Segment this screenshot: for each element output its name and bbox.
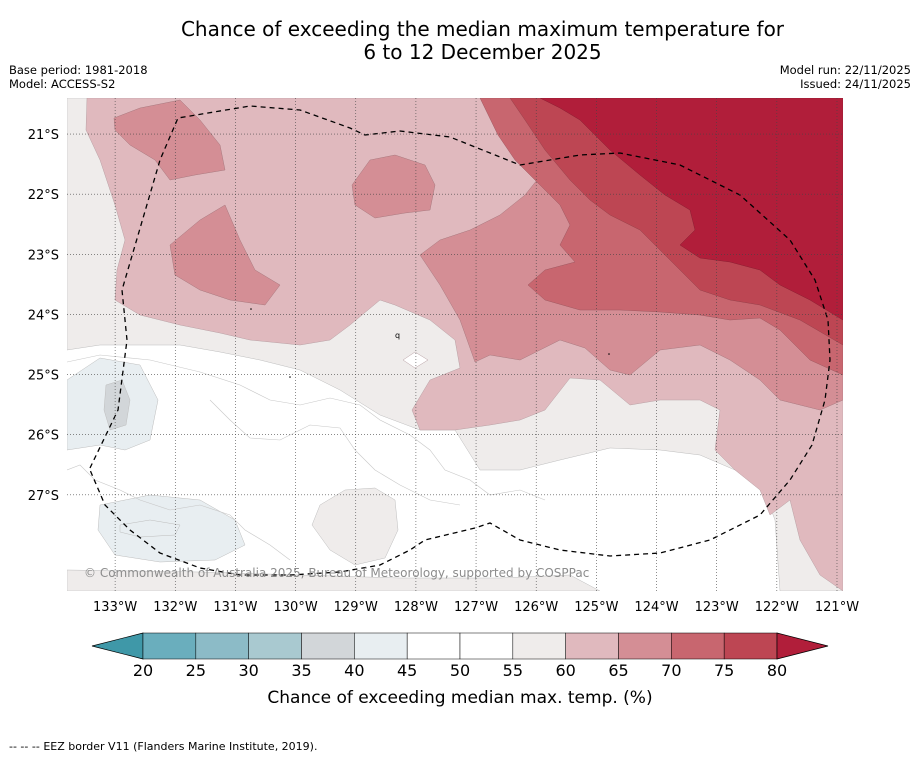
longitude-tick-label: 132°W (153, 600, 197, 615)
colorbar-tick-label: 55 (503, 661, 523, 680)
colorbar-bin (301, 632, 355, 660)
colorbar-tick-label: 75 (714, 661, 734, 680)
latitude-tick-label: 26°S (28, 429, 59, 444)
model-run-date: Model run: 22/11/2025 (779, 63, 911, 77)
colorbar-tick-label: 70 (661, 661, 681, 680)
longitude-tick-label: 121°W (815, 600, 859, 615)
longitude-tick-label: 129°W (334, 600, 378, 615)
eez-border (89, 105, 831, 576)
colorbar-title: Chance of exceeding median max. temp. (%… (267, 688, 652, 708)
longitude-tick-label: 126°W (514, 600, 558, 615)
latitude-tick-label: 23°S (28, 248, 59, 263)
colorbar-bin (512, 632, 566, 660)
colorbar-tick-label: 65 (608, 661, 628, 680)
eez-legend-text: EEZ border V11 (Flanders Marine Institut… (43, 740, 318, 753)
colorbar: 20 25 30 35 40 45 50 55 60 65 70 75 80 (91, 632, 829, 680)
eez-legend-symbol: -- -- -- (9, 740, 40, 753)
contour-55-60-bottom (67, 569, 601, 591)
longitude-tick-label: 130°W (274, 600, 318, 615)
base-info: Base period: 1981-2018 Model: ACCESS-S2 (9, 63, 148, 91)
graticule (67, 98, 843, 591)
colorbar-bin (565, 632, 619, 660)
eez-footnote: -- -- -- EEZ border V11 (Flanders Marine… (9, 740, 317, 753)
contour-40-45-small (119, 519, 181, 538)
model-name: Model: ACCESS-S2 (9, 77, 116, 91)
small-dot-3 (608, 353, 610, 355)
colorbar-tick-label: 20 (133, 661, 153, 680)
colorbar-bin (195, 632, 249, 660)
latitude-tick-label: 27°S (28, 489, 59, 504)
longitude-tick-label: 125°W (574, 600, 618, 615)
map-plot-area: q © Commonwealth of Australia 2025, Bure… (67, 98, 843, 591)
colorbar-bin (618, 632, 672, 660)
latitude-tick-label: 24°S (28, 308, 59, 323)
colorbar-bin (142, 632, 197, 660)
colorbar-tick-label: 40 (344, 661, 364, 680)
longitude-tick-label: 123°W (695, 600, 739, 615)
colorbar-tick-label: 45 (397, 661, 417, 680)
longitude-tick-label: 122°W (755, 600, 799, 615)
contour-55-60-patch (311, 487, 399, 566)
contour-65-70-center (351, 154, 436, 219)
longitude-tick-label: 127°W (454, 600, 498, 615)
run-info: Model run: 22/11/2025 Issued: 24/11/2025 (780, 63, 911, 91)
latitude-tick-label: 25°S (28, 369, 59, 384)
colorbar-tick-label: 30 (238, 661, 258, 680)
colorbar-bin (671, 632, 725, 660)
contour-line-50b (209, 399, 461, 506)
contour-65-70-west (169, 204, 281, 306)
colorbar-bin (248, 632, 302, 660)
small-marker-q: q (395, 331, 400, 340)
small-dot-1 (250, 308, 252, 310)
contour-65-70-nw (113, 99, 226, 181)
colorbar-bin (354, 632, 408, 660)
longitude-tick-label: 124°W (634, 600, 678, 615)
base-period: Base period: 1981-2018 (9, 63, 148, 77)
longitude-tick-label: 131°W (213, 600, 257, 615)
colorbar-tick-label: 80 (767, 661, 787, 680)
colorbar-bin (459, 632, 514, 660)
colorbar-tick-label: 60 (555, 661, 575, 680)
latitude-tick-label: 21°S (28, 128, 59, 143)
map-title: Chance of exceeding the median maximum t… (0, 18, 919, 64)
map-title-line1: Chance of exceeding the median maximum t… (180, 17, 785, 41)
map-title-line2: 6 to 12 December 2025 (363, 40, 602, 64)
colorbar-tick-label: 35 (291, 661, 311, 680)
longitude-tick-label: 133°W (93, 600, 137, 615)
contour-line-45 (67, 464, 291, 561)
contour-above-80 (539, 98, 843, 321)
colorbar-tick-label: 50 (450, 661, 470, 680)
issued-date: Issued: 24/11/2025 (800, 77, 911, 91)
longitude-tick-label: 128°W (394, 600, 438, 615)
colorbar-under-arrow (91, 632, 144, 660)
contour-white-islet (402, 351, 429, 369)
latitude-tick-label: 22°S (28, 188, 59, 203)
small-dot-2 (289, 376, 291, 378)
longitude-labels: 133°W 132°W 131°W 130°W 129°W 128°W 127°W 126°W… (93, 600, 859, 615)
latitude-labels: 21°S 22°S 23°S 24°S 25°S 26°S 27°S (28, 128, 59, 504)
copyright-text: © Commonwealth of Australia 2025, Bureau… (84, 566, 589, 580)
colorbar-bin (406, 632, 461, 660)
contour-line-50 (67, 354, 546, 501)
colorbar-tick-label: 25 (186, 661, 206, 680)
colorbar-bin (723, 632, 778, 660)
colorbar-over-arrow (776, 632, 829, 660)
